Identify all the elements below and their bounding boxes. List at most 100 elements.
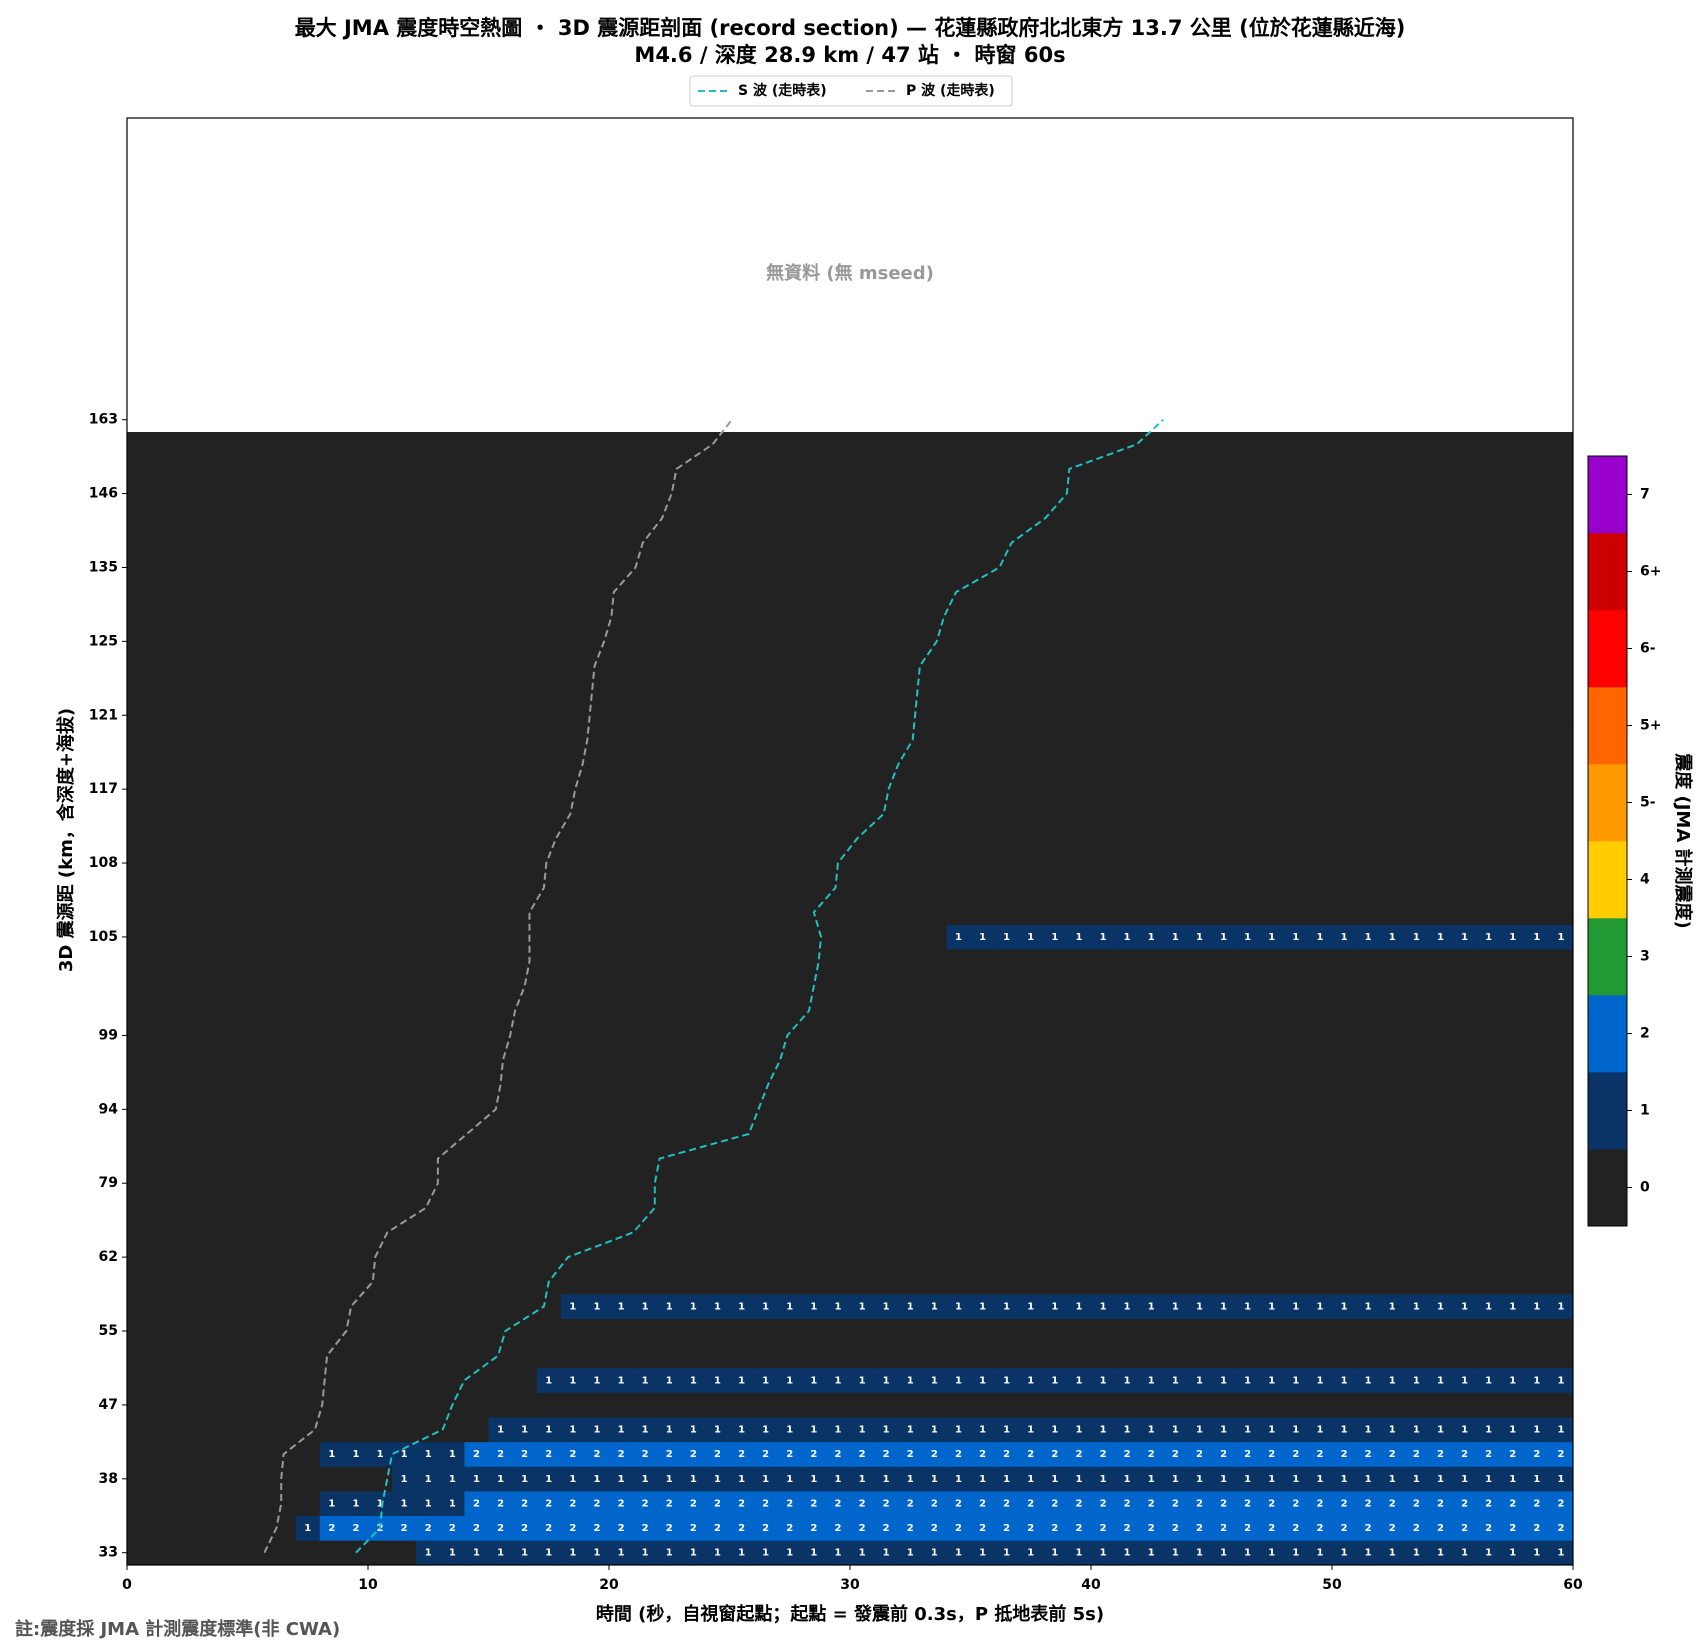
cell — [199, 1244, 224, 1270]
cell — [560, 1417, 586, 1443]
cell — [777, 752, 803, 778]
cell — [801, 505, 827, 531]
cell-label: 1 — [762, 1301, 769, 1312]
cell — [343, 1269, 369, 1295]
cell — [1042, 1343, 1068, 1369]
cell — [319, 1515, 345, 1541]
cell-label: 2 — [1413, 1523, 1420, 1534]
cell — [705, 899, 730, 925]
cell — [850, 875, 875, 901]
cell — [343, 653, 369, 679]
cell — [874, 1540, 899, 1566]
cell — [440, 702, 465, 728]
cell — [271, 629, 296, 654]
cell-label: 1 — [1509, 1375, 1516, 1386]
cell — [271, 1343, 296, 1369]
cell-label: 2 — [714, 1523, 721, 1534]
y-tick-label: 163 — [89, 412, 118, 428]
cell — [1115, 1294, 1140, 1319]
cell-label: 1 — [907, 1301, 914, 1312]
cell — [850, 456, 875, 482]
cell — [199, 629, 224, 654]
cell — [825, 1491, 851, 1517]
cell — [1259, 1491, 1285, 1517]
cell — [151, 1417, 176, 1443]
cell — [199, 1515, 224, 1541]
cell — [440, 1047, 465, 1073]
cell — [1139, 875, 1164, 901]
cell — [488, 629, 513, 654]
cell — [127, 1466, 152, 1492]
cell — [825, 875, 851, 901]
cell — [1380, 1515, 1405, 1541]
cell — [994, 1047, 1019, 1073]
cell-label: 1 — [449, 1498, 456, 1509]
cell — [175, 1072, 200, 1098]
cell — [368, 776, 393, 802]
cell-label: 1 — [786, 1474, 793, 1485]
cell — [295, 1220, 321, 1246]
cell-label: 2 — [1413, 1449, 1420, 1460]
cell — [560, 752, 586, 778]
cell — [1452, 1441, 1477, 1467]
cell — [970, 1121, 995, 1147]
cell — [127, 1318, 152, 1344]
cell — [175, 432, 200, 457]
cell — [753, 1170, 778, 1196]
cell — [657, 1441, 682, 1467]
cell — [1066, 850, 1092, 876]
cell — [874, 1417, 899, 1443]
y-tick-label: 99 — [99, 1027, 118, 1043]
cell — [1356, 752, 1381, 778]
cell — [1187, 555, 1212, 581]
cell — [1548, 456, 1574, 482]
cell — [729, 432, 754, 457]
cell — [946, 629, 971, 654]
cell — [705, 949, 730, 975]
cell — [1452, 924, 1477, 950]
cell-label: 1 — [642, 1375, 649, 1386]
cell — [464, 1047, 489, 1073]
cell — [1283, 530, 1309, 556]
cell — [247, 1220, 272, 1246]
cell — [223, 875, 248, 901]
cell-label: 2 — [786, 1523, 793, 1534]
cell — [1404, 1515, 1429, 1541]
cell — [1307, 1097, 1333, 1122]
cell — [922, 530, 947, 556]
cell — [536, 629, 562, 654]
cell — [175, 481, 200, 507]
cell — [295, 1072, 321, 1098]
cell — [1380, 653, 1405, 679]
cell — [801, 727, 827, 753]
cell — [512, 949, 537, 975]
cell — [488, 1367, 513, 1393]
cell — [1332, 579, 1357, 605]
cell — [584, 678, 610, 704]
cell — [175, 629, 200, 654]
cell — [392, 752, 417, 778]
x-tick-label: 60 — [1563, 1577, 1583, 1593]
cell — [1356, 727, 1381, 753]
cell — [319, 1047, 345, 1073]
cell — [1091, 1318, 1116, 1344]
cell — [1452, 432, 1477, 457]
cell — [1018, 629, 1044, 654]
cell — [1404, 1170, 1429, 1196]
cell — [657, 1047, 682, 1073]
cell — [247, 1195, 272, 1221]
cell — [681, 604, 706, 630]
cell — [1548, 776, 1574, 802]
cell — [1476, 776, 1501, 802]
y-tick-label: 94 — [99, 1101, 119, 1117]
cell — [874, 1072, 899, 1098]
cell — [1283, 653, 1309, 679]
cell — [1115, 752, 1140, 778]
cell — [946, 432, 971, 457]
cell — [440, 1294, 465, 1319]
cell — [127, 1491, 152, 1517]
cell — [657, 1367, 682, 1393]
cell — [416, 727, 441, 753]
cell — [1500, 875, 1526, 901]
cell — [1500, 1491, 1526, 1517]
